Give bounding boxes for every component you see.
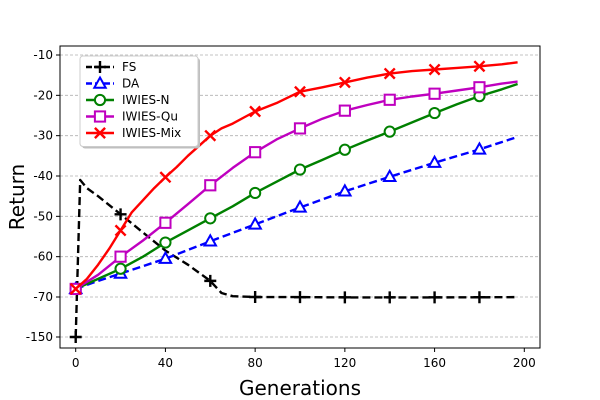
x-axis-title: Generations xyxy=(239,376,361,400)
legend-item: IWIES-Mix xyxy=(86,126,181,140)
data-point xyxy=(292,199,308,213)
series-iwies-mix xyxy=(69,60,518,295)
data-point xyxy=(473,291,486,304)
data-point xyxy=(473,81,486,94)
data-point xyxy=(473,60,486,73)
x-tick-label: 40 xyxy=(158,356,173,370)
x-tick-label: 160 xyxy=(423,356,446,370)
data-point xyxy=(472,141,487,155)
legend-box xyxy=(79,55,199,147)
data-point xyxy=(159,216,172,229)
y-axis-title: Return xyxy=(5,164,29,230)
data-point xyxy=(338,143,351,156)
ticks: -150 -70 -60 -50 -40 -30 -20 -10 0 40 80 120 160 200 xyxy=(26,48,536,370)
y-tick-label: -60 xyxy=(33,250,53,264)
data-point xyxy=(428,106,441,120)
legend-label: IWIES-Mix xyxy=(122,126,181,140)
data-point xyxy=(69,331,82,343)
y-tick-label: -150 xyxy=(26,330,53,344)
series-line xyxy=(75,135,518,291)
plot-frame xyxy=(59,45,541,349)
legend-marker xyxy=(93,93,107,107)
legend-item: FS xyxy=(86,60,136,74)
legend-label: IWIES-Qu xyxy=(122,110,178,124)
legend-label: IWIES-N xyxy=(122,93,169,107)
x-tick-label: 80 xyxy=(247,356,262,370)
data-point xyxy=(294,85,306,98)
data-point xyxy=(158,250,173,264)
axes xyxy=(59,45,541,349)
legend: FS DA IWIES-N IWIES-Qu IWIES-Mix xyxy=(79,55,200,149)
data-point xyxy=(428,63,441,76)
data-point xyxy=(249,146,262,159)
data-point xyxy=(383,93,396,106)
data-point xyxy=(293,163,307,176)
data-point xyxy=(293,122,307,135)
y-tick-label: -50 xyxy=(33,209,53,223)
data-point xyxy=(338,291,351,304)
data-point xyxy=(428,291,441,304)
data-point xyxy=(427,154,442,168)
legend-marker xyxy=(94,127,106,139)
data-point xyxy=(247,216,263,230)
data-point xyxy=(114,208,127,221)
data-point xyxy=(204,129,217,142)
series-da xyxy=(68,135,518,295)
data-point xyxy=(159,171,172,184)
data-point xyxy=(114,250,127,263)
legend-marker xyxy=(94,61,106,73)
data-point xyxy=(337,183,353,197)
data-point xyxy=(204,274,217,287)
data-point xyxy=(249,291,262,303)
legend-item: DA xyxy=(86,75,140,91)
data-point xyxy=(114,224,127,237)
data-point xyxy=(202,233,218,247)
legend-label: FS xyxy=(122,60,136,74)
y-tick-label: -70 xyxy=(33,290,53,304)
y-tick-label: -10 xyxy=(33,48,53,62)
legend-item: IWIES-Qu xyxy=(86,110,178,124)
data-point xyxy=(294,291,306,304)
data-point xyxy=(428,87,441,100)
data-point xyxy=(249,105,262,118)
y-tick-label: -40 xyxy=(33,169,53,183)
legend-item: IWIES-N xyxy=(86,93,169,107)
y-tick-label: -30 xyxy=(33,129,53,143)
data-point xyxy=(338,104,351,117)
legend-label: DA xyxy=(122,77,140,91)
data-point xyxy=(204,179,217,192)
data-point xyxy=(338,76,351,89)
legend-marker xyxy=(93,110,107,123)
series-line xyxy=(74,178,518,338)
legend-marker xyxy=(92,75,108,89)
data-point xyxy=(204,212,217,225)
data-point xyxy=(159,236,172,249)
x-tick-label: 0 xyxy=(72,356,80,370)
data-point xyxy=(249,186,262,200)
series-line xyxy=(74,61,518,290)
x-tick-label: 200 xyxy=(513,356,536,370)
y-tick-label: -20 xyxy=(33,88,53,102)
data-point xyxy=(114,262,127,275)
x-tick-label: 120 xyxy=(333,356,356,370)
data-point xyxy=(383,291,396,304)
series-fs xyxy=(69,178,518,343)
data-point xyxy=(382,168,398,183)
data-point xyxy=(69,282,82,295)
series-layer xyxy=(68,60,518,343)
data-point xyxy=(383,125,396,138)
data-point xyxy=(383,67,396,80)
